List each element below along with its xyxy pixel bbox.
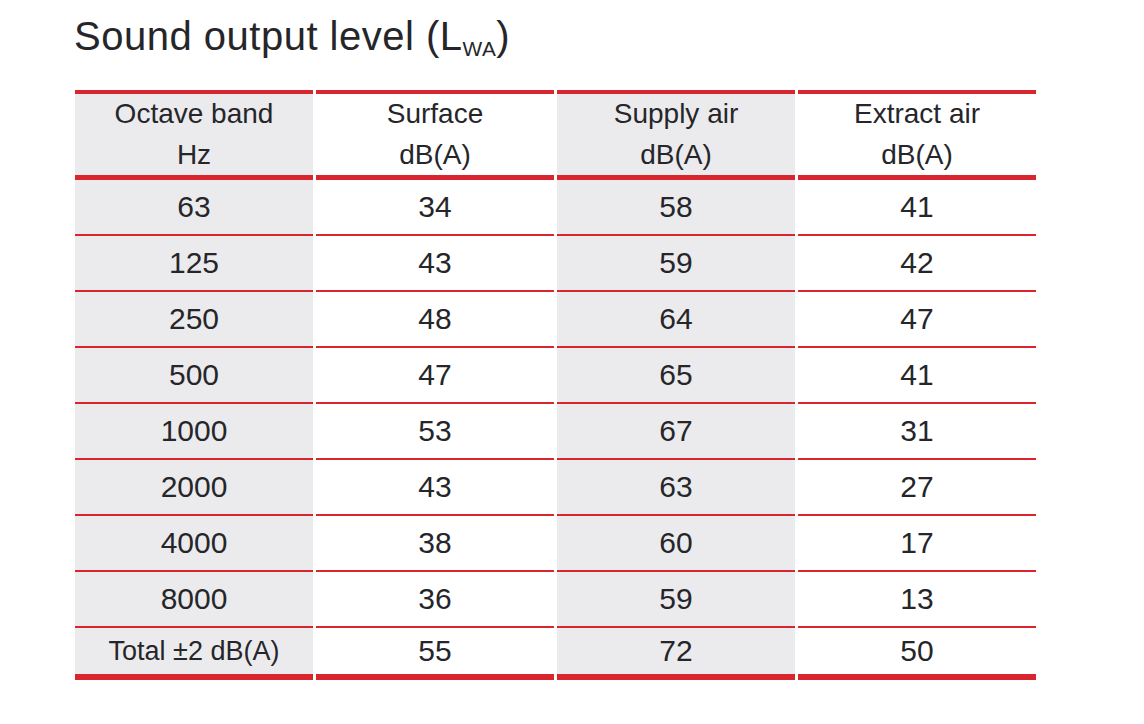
header-octave-band-line1: Octave band (75, 94, 313, 135)
header-supply-air-line2: dB(A) (557, 135, 795, 176)
cell-surface: 34 (316, 180, 554, 236)
page-title-suffix: ) (496, 14, 510, 58)
cell-supply-air: 72 (557, 628, 795, 680)
cell-octave-band: 63 (75, 180, 313, 236)
header-surface-line2: dB(A) (316, 135, 554, 176)
cell-extract-air: 47 (798, 292, 1036, 348)
cell-supply-air: 67 (557, 404, 795, 460)
cell-extract-air: 41 (798, 180, 1036, 236)
cell-total-label: Total ±2 dB(A) (75, 628, 313, 680)
header-extract-air-line1: Extract air (798, 94, 1036, 135)
cell-extract-air: 31 (798, 404, 1036, 460)
table-row: 63 34 58 41 (75, 180, 1036, 236)
cell-supply-air: 64 (557, 292, 795, 348)
header-surface: Surface dB(A) (316, 90, 554, 180)
cell-supply-air: 60 (557, 516, 795, 572)
table-row: 1000 53 67 31 (75, 404, 1036, 460)
header-supply-air-line1: Supply air (557, 94, 795, 135)
cell-supply-air: 65 (557, 348, 795, 404)
cell-extract-air: 42 (798, 236, 1036, 292)
cell-surface: 53 (316, 404, 554, 460)
header-octave-band: Octave band Hz (75, 90, 313, 180)
cell-octave-band: 8000 (75, 572, 313, 628)
table-row-total: Total ±2 dB(A) 55 72 50 (75, 628, 1036, 680)
cell-octave-band: 1000 (75, 404, 313, 460)
cell-supply-air: 59 (557, 572, 795, 628)
cell-extract-air: 17 (798, 516, 1036, 572)
cell-octave-band: 2000 (75, 460, 313, 516)
cell-extract-air: 13 (798, 572, 1036, 628)
table-header: Octave band Hz Surface dB(A) Supply air … (75, 90, 1036, 180)
cell-surface: 36 (316, 572, 554, 628)
table-row: 2000 43 63 27 (75, 460, 1036, 516)
cell-supply-air: 63 (557, 460, 795, 516)
table-row: 250 48 64 47 (75, 292, 1036, 348)
cell-octave-band: 125 (75, 236, 313, 292)
table-row: 125 43 59 42 (75, 236, 1036, 292)
sound-output-table: Octave band Hz Surface dB(A) Supply air … (72, 90, 1039, 680)
cell-extract-air: 50 (798, 628, 1036, 680)
header-row: Octave band Hz Surface dB(A) Supply air … (75, 90, 1036, 180)
cell-octave-band: 250 (75, 292, 313, 348)
page-title-text: Sound output level (L (74, 14, 463, 58)
page-title-subscript: WA (463, 37, 497, 60)
table-row: 8000 36 59 13 (75, 572, 1036, 628)
cell-surface: 47 (316, 348, 554, 404)
cell-surface: 55 (316, 628, 554, 680)
header-extract-air-line2: dB(A) (798, 135, 1036, 176)
page-title: Sound output level (LWA) (74, 14, 510, 61)
cell-surface: 38 (316, 516, 554, 572)
cell-surface: 48 (316, 292, 554, 348)
table-body: 63 34 58 41 125 43 59 42 250 48 64 47 50… (75, 180, 1036, 680)
table-row: 4000 38 60 17 (75, 516, 1036, 572)
cell-extract-air: 41 (798, 348, 1036, 404)
header-supply-air: Supply air dB(A) (557, 90, 795, 180)
cell-extract-air: 27 (798, 460, 1036, 516)
table-row: 500 47 65 41 (75, 348, 1036, 404)
cell-surface: 43 (316, 460, 554, 516)
header-surface-line1: Surface (316, 94, 554, 135)
cell-supply-air: 59 (557, 236, 795, 292)
cell-supply-air: 58 (557, 180, 795, 236)
cell-octave-band: 500 (75, 348, 313, 404)
header-octave-band-line2: Hz (75, 135, 313, 176)
cell-octave-band: 4000 (75, 516, 313, 572)
header-extract-air: Extract air dB(A) (798, 90, 1036, 180)
cell-surface: 43 (316, 236, 554, 292)
